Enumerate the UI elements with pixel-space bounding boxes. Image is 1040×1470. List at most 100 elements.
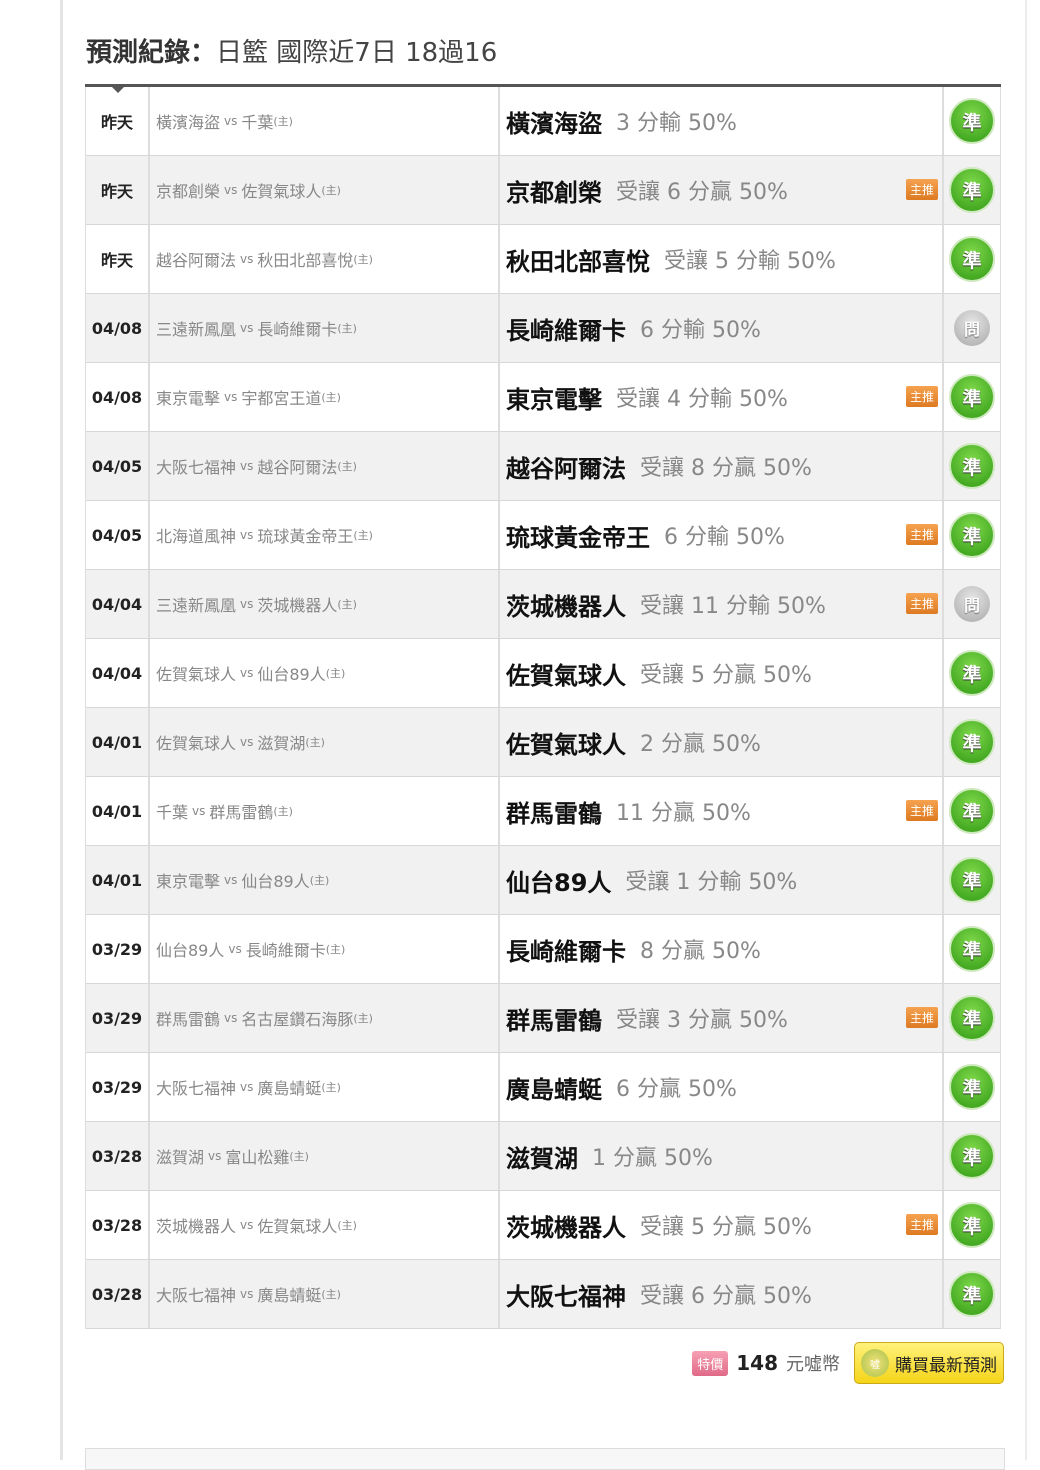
table-row: 04/04 三遠新鳳凰 vs 茨城機器人 (主) 茨城機器人 受讓 11 分輸 50% 主… [85, 570, 1001, 639]
matchup[interactable]: 群馬雷鶴 vs 名古屋鑽石海豚 (主) [150, 984, 500, 1052]
table-row: 04/01 東京電擊 vs 仙台89人 (主) 仙台89人 受讓 1 分輸 50% 準 [85, 846, 1001, 915]
date: 04/04 [86, 570, 150, 638]
vs-label: vs [192, 804, 206, 818]
away-team: 京都創榮 [156, 182, 221, 201]
date: 03/28 [86, 1191, 150, 1259]
matchup[interactable]: 三遠新鳳凰 vs 長崎維爾卡 (主) [150, 294, 500, 362]
vs-label: vs [240, 252, 254, 266]
matchup[interactable]: 茨城機器人 vs 佐賀氣球人 (主) [150, 1191, 500, 1259]
price: 148 [736, 1351, 778, 1375]
matchup[interactable]: 佐賀氣球人 vs 仙台89人 (主) [150, 639, 500, 707]
away-team: 滋賀湖 [156, 1148, 205, 1167]
home-team: 廣島蜻蜓 [257, 1286, 322, 1305]
pick: 橫濱海盜 3 分輸 50% [500, 87, 944, 155]
home-mark: (主) [337, 598, 357, 611]
pick-detail: 受讓 6 分贏 50% [640, 1284, 812, 1309]
correct-icon: 準 [949, 1133, 995, 1179]
pick: 群馬雷鶴 11 分贏 50% 主推 [500, 777, 944, 845]
pick: 佐賀氣球人 受讓 5 分贏 50% [500, 639, 944, 707]
result: 準 [944, 225, 1000, 293]
vs-label: vs [224, 183, 238, 197]
home-team: 宇都宮王道 [241, 389, 322, 408]
matchup[interactable]: 東京電擊 vs 宇都宮王道 (主) [150, 363, 500, 431]
vs-label: vs [208, 1149, 222, 1163]
date: 04/05 [86, 432, 150, 500]
pick-team: 佐賀氣球人 [506, 730, 626, 759]
matchup[interactable]: 北海道風神 vs 琉球黃金帝王 (主) [150, 501, 500, 569]
table-row: 昨天 橫濱海盜 vs 千葉 (主) 橫濱海盜 3 分輸 50% 準 [85, 87, 1001, 156]
vs-label: vs [240, 1287, 254, 1301]
matchup[interactable]: 大阪七福神 vs 廣島蜻蜓 (主) [150, 1260, 500, 1328]
home-team: 長崎維爾卡 [245, 941, 326, 960]
date: 03/29 [86, 984, 150, 1052]
date: 04/01 [86, 777, 150, 845]
home-team: 佐賀氣球人 [241, 182, 322, 201]
date: 03/28 [86, 1260, 150, 1328]
pick-detail: 6 分贏 50% [616, 1077, 737, 1102]
pick-detail: 6 分輸 50% [640, 318, 761, 343]
home-mark: (主) [309, 874, 330, 887]
vs-label: vs [224, 873, 238, 887]
matchup[interactable]: 大阪七福神 vs 越谷阿爾法 (主) [150, 432, 500, 500]
matchup[interactable]: 仙台89人 vs 長崎維爾卡 (主) [150, 915, 500, 983]
home-mark: (主) [353, 1012, 373, 1025]
matchup[interactable]: 京都創榮 vs 佐賀氣球人 (主) [150, 156, 500, 224]
away-team: 大阪七福神 [156, 458, 237, 477]
matchup[interactable]: 三遠新鳳凰 vs 茨城機器人 (主) [150, 570, 500, 638]
pick: 佐賀氣球人 2 分贏 50% [500, 708, 944, 776]
coin-icon: 噓 [861, 1349, 889, 1377]
pick-team: 茨城機器人 [506, 592, 626, 621]
away-team: 北海道風神 [156, 527, 237, 546]
home-mark: (主) [337, 460, 357, 473]
vs-label: vs [240, 597, 254, 611]
matchup[interactable]: 佐賀氣球人 vs 滋賀湖 (主) [150, 708, 500, 776]
matchup[interactable]: 大阪七福神 vs 廣島蜻蜓 (主) [150, 1053, 500, 1121]
home-team: 仙台89人 [257, 665, 326, 684]
home-team: 仙台89人 [241, 872, 310, 891]
home-mark: (主) [325, 667, 346, 680]
away-team: 東京電擊 [156, 872, 221, 891]
home-team: 群馬雷鶴 [209, 803, 274, 822]
correct-icon: 準 [949, 236, 995, 282]
home-mark: (主) [321, 1081, 341, 1094]
buy-latest-prediction-button[interactable]: 噓 購買最新預測 [854, 1342, 1004, 1384]
pick: 茨城機器人 受讓 11 分輸 50% 主推 [500, 570, 944, 638]
matchup[interactable]: 千葉 vs 群馬雷鶴 (主) [150, 777, 500, 845]
prediction-table: 昨天 橫濱海盜 vs 千葉 (主) 橫濱海盜 3 分輸 50% 準昨天 京都創榮 vs 佐賀… [85, 84, 1001, 1329]
result: 準 [944, 708, 1000, 776]
table-row: 04/05 北海道風神 vs 琉球黃金帝王 (主) 琉球黃金帝王 6 分輸 50% 主推 … [85, 501, 1001, 570]
push-icon: 問 [954, 586, 990, 622]
away-team: 群馬雷鶴 [156, 1010, 221, 1029]
home-team: 琉球黃金帝王 [257, 527, 354, 546]
date: 03/29 [86, 1053, 150, 1121]
correct-icon: 準 [949, 788, 995, 834]
pick-team: 滋賀湖 [506, 1144, 578, 1173]
correct-icon: 準 [949, 512, 995, 558]
matchup[interactable]: 越谷阿爾法 vs 秋田北部喜悅 (主) [150, 225, 500, 293]
correct-icon: 準 [949, 1202, 995, 1248]
correct-icon: 準 [949, 98, 995, 144]
title-prefix: 預測紀錄： [86, 38, 217, 68]
pick: 長崎維爾卡 8 分贏 50% [500, 915, 944, 983]
price-unit: 元噓幣 [786, 1354, 840, 1375]
result: 準 [944, 984, 1000, 1052]
home-team: 名古屋鑽石海豚 [241, 1010, 354, 1029]
caret-icon [111, 86, 125, 93]
pick-detail: 受讓 3 分贏 50% [616, 1008, 788, 1033]
away-team: 佐賀氣球人 [156, 665, 237, 684]
table-row: 04/08 東京電擊 vs 宇都宮王道 (主) 東京電擊 受讓 4 分輸 50% 主推 準 [85, 363, 1001, 432]
vs-label: vs [240, 1080, 254, 1094]
featured-badge: 主推 [905, 593, 938, 614]
pick-team: 越谷阿爾法 [506, 454, 626, 483]
away-team: 東京電擊 [156, 389, 221, 408]
home-team: 廣島蜻蜓 [257, 1079, 322, 1098]
pick-team: 橫濱海盜 [506, 109, 602, 138]
away-team: 三遠新鳳凰 [156, 596, 237, 615]
pick-detail: 受讓 5 分贏 50% [640, 1215, 812, 1240]
pick: 琉球黃金帝王 6 分輸 50% 主推 [500, 501, 944, 569]
matchup[interactable]: 滋賀湖 vs 富山松雞 (主) [150, 1122, 500, 1190]
matchup[interactable]: 橫濱海盜 vs 千葉 (主) [150, 87, 500, 155]
matchup[interactable]: 東京電擊 vs 仙台89人 (主) [150, 846, 500, 914]
home-team: 富山松雞 [225, 1148, 290, 1167]
pick: 廣島蜻蜓 6 分贏 50% [500, 1053, 944, 1121]
